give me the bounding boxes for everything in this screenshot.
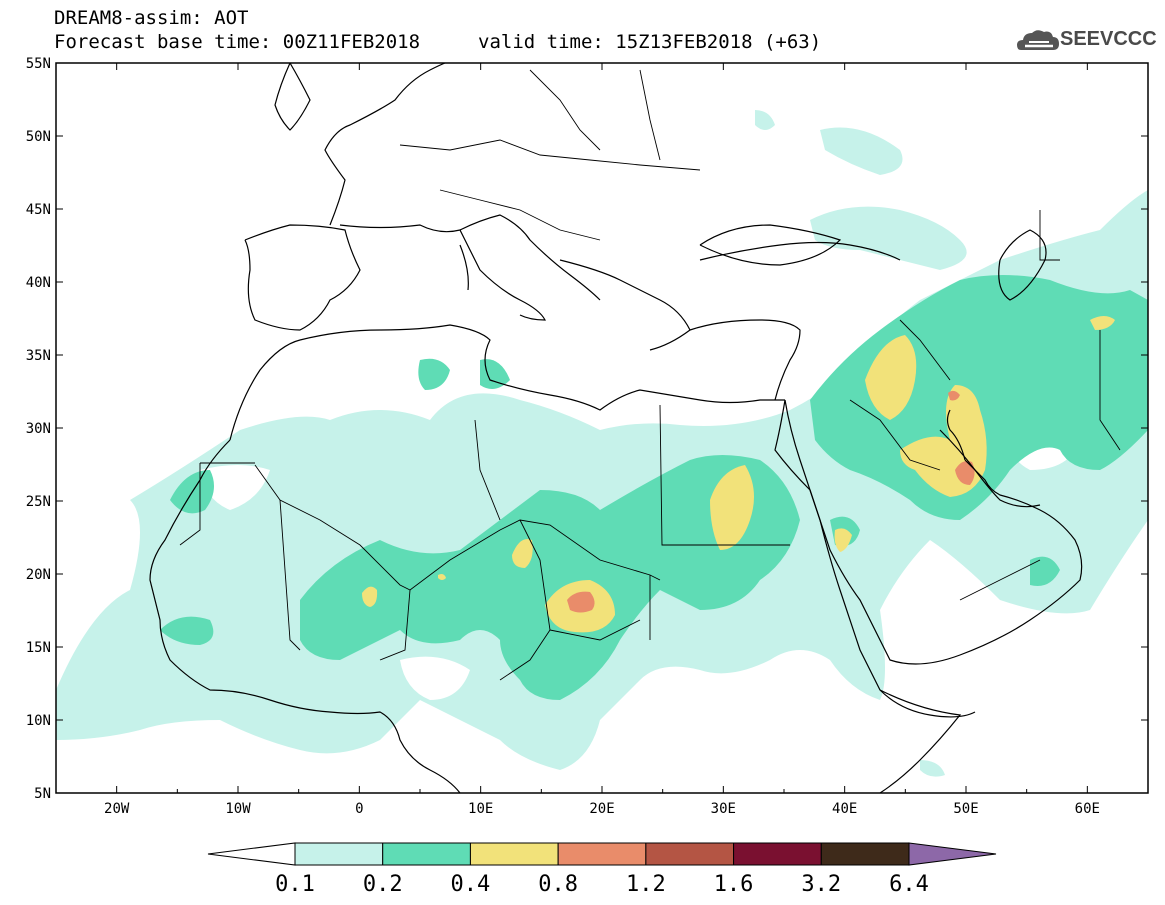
latitude-label: 25N xyxy=(26,494,51,510)
longitude-label: 20E xyxy=(589,801,614,817)
latitude-label: 15N xyxy=(26,640,51,656)
aot-field xyxy=(56,110,1148,777)
latitude-label: 30N xyxy=(26,421,51,437)
country-borders xyxy=(179,69,1121,681)
latitude-label: 40N xyxy=(26,275,51,291)
forecast-base-time: Forecast base time: 00Z11FEB2018 xyxy=(54,31,421,53)
latitude-label: 50N xyxy=(26,129,51,145)
colorbar-label: 1.2 xyxy=(626,872,666,897)
colorbar-segment xyxy=(820,842,910,866)
aot-level-0.2 xyxy=(160,275,1148,700)
latitude-label: 20N xyxy=(26,567,51,583)
colorbar-label: 0.4 xyxy=(451,872,491,897)
longitude-label: 50E xyxy=(953,801,978,817)
colorbar: 0.1 0.2 0.4 0.8 1.2 1.6 3.2 6.4 xyxy=(207,842,997,897)
colorbar-label: 0.8 xyxy=(538,872,578,897)
forecast-valid-time: valid time: 15Z13FEB2018 (+63) xyxy=(478,31,822,53)
latitude-axis: 55N 50N 45N 40N 35N 30N 25N 20N 15N 10N 5N xyxy=(26,56,1148,802)
colorbar-segment xyxy=(294,842,384,866)
cloud-icon xyxy=(1017,30,1059,50)
map-title: DREAM8-assim: AOT xyxy=(54,7,249,29)
latitude-label: 35N xyxy=(26,348,51,364)
longitude-label: 0 xyxy=(355,801,363,817)
longitude-label: 40E xyxy=(832,801,857,817)
colorbar-label: 0.1 xyxy=(275,872,315,897)
colorbar-segment xyxy=(733,842,822,866)
longitude-axis: 20W 10W 0 10E 20E 30E 40E 50E 60E xyxy=(55,63,1149,817)
longitude-label: 60E xyxy=(1075,801,1100,817)
colorbar-label: 0.2 xyxy=(363,872,403,897)
latitude-label: 55N xyxy=(26,56,51,72)
longitude-label: 10W xyxy=(225,801,251,817)
latitude-label: 5N xyxy=(34,786,51,802)
colorbar-label: 3.2 xyxy=(801,872,841,897)
longitude-label: 10E xyxy=(468,801,493,817)
colorbar-label: 1.6 xyxy=(714,872,754,897)
colorbar-segment xyxy=(645,842,735,866)
longitude-label: 20W xyxy=(104,801,130,817)
colorbar-segment xyxy=(469,842,559,866)
longitude-label: 30E xyxy=(711,801,736,817)
colorbar-over-arrow xyxy=(908,842,997,866)
latitude-label: 45N xyxy=(26,202,51,218)
colorbar-segment xyxy=(557,842,647,866)
logo-text: SEEVCCC xyxy=(1060,28,1157,50)
colorbar-segment xyxy=(382,842,471,866)
coastlines xyxy=(149,63,1083,793)
colorbar-label: 6.4 xyxy=(889,872,929,897)
colorbar-under-arrow xyxy=(207,842,296,866)
latitude-label: 10N xyxy=(26,713,51,729)
aot-level-0.8 xyxy=(567,390,975,613)
